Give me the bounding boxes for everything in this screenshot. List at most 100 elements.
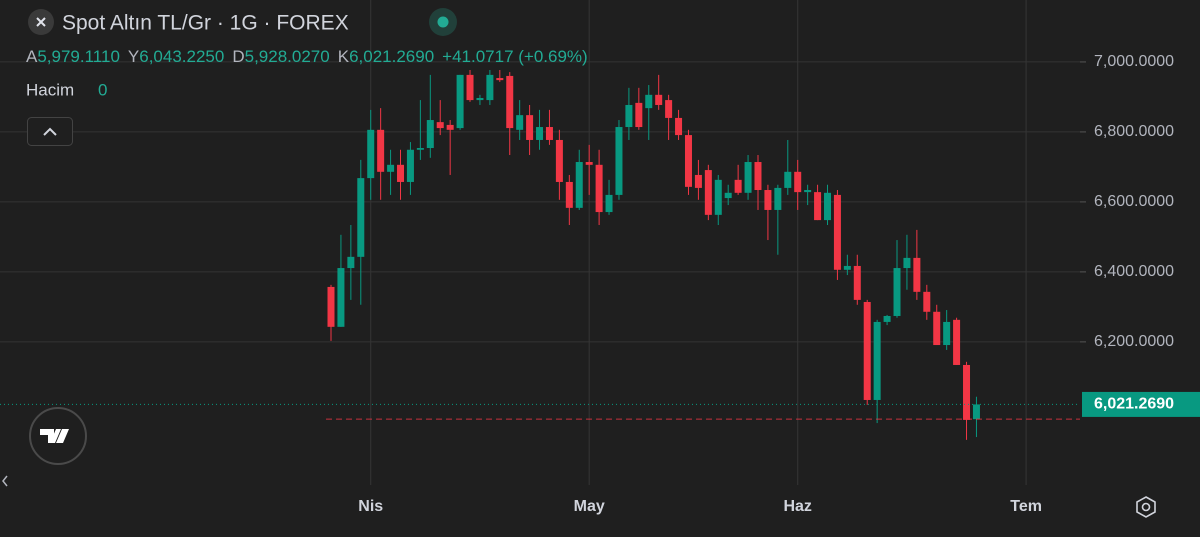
- price-axis: 6,200.0000 6,400.0000 6,600.0000 6,800.0000…: [358, 53, 1200, 515]
- candle-body: [694, 174, 702, 188]
- candle-body: [635, 102, 643, 128]
- legend-value: 5,979.1110: [37, 47, 120, 66]
- candle-body: [536, 127, 544, 140]
- legend-key: A: [26, 47, 38, 66]
- legend-key: K: [338, 47, 350, 66]
- candle-body: [545, 127, 553, 140]
- candle-body: [833, 194, 841, 270]
- candle-body: [794, 171, 802, 193]
- legend-value: 6,021.2690: [349, 47, 434, 66]
- candle-body: [873, 321, 881, 400]
- candle-body: [476, 97, 484, 101]
- legend-value: 6,043.2250: [139, 47, 224, 66]
- last-price-label: 6,021.2690: [1094, 396, 1174, 413]
- legend-value: 5,928.0270: [245, 47, 330, 66]
- candle-body: [675, 117, 683, 136]
- tv-logo-mark: [40, 429, 69, 443]
- candle-body: [903, 257, 911, 269]
- candle-body: [754, 162, 762, 191]
- ohlc-legend: A5,979.1110 Y6,043.2250 D5,928.0270 K6,021.…: [26, 47, 588, 66]
- candle-body: [972, 404, 980, 420]
- collapse-button[interactable]: [27, 117, 73, 146]
- candle-body: [367, 129, 375, 179]
- candle-body: [923, 291, 931, 312]
- candle-body: [585, 162, 593, 165]
- candle-body: [506, 75, 514, 129]
- collapse-icon: [43, 127, 57, 136]
- candle-body: [526, 115, 534, 140]
- candle-body: [764, 190, 772, 210]
- candle-body: [953, 319, 961, 365]
- candle-body: [714, 179, 722, 215]
- x-tick-label: May: [574, 498, 605, 515]
- candle-body: [655, 94, 663, 105]
- candle-body: [426, 120, 434, 149]
- candle-body: [853, 265, 861, 300]
- candle-body: [516, 115, 524, 130]
- candle-body: [327, 286, 335, 327]
- market-status-dot: [437, 16, 449, 28]
- candle-body: [804, 190, 812, 193]
- candle-body: [883, 315, 891, 322]
- candle-body: [337, 268, 345, 327]
- candle-body: [863, 301, 871, 400]
- candle-body: [397, 164, 405, 182]
- candle-body: [665, 100, 673, 118]
- candle-body: [724, 192, 732, 199]
- candle-body: [565, 181, 573, 208]
- candle-body: [416, 148, 424, 150]
- candle-body: [774, 187, 782, 210]
- candle-body: [575, 162, 583, 208]
- candle-body: [377, 129, 385, 172]
- candle-body: [436, 122, 444, 129]
- candle-body: [357, 178, 365, 257]
- plot: [0, 69, 1080, 440]
- candle-body: [824, 192, 831, 221]
- candle-body: [347, 256, 355, 269]
- legend-key: Y: [128, 47, 139, 66]
- candle-body: [625, 104, 633, 128]
- candle-body: [466, 74, 474, 101]
- candle-body: [943, 321, 951, 346]
- candle-body: [784, 171, 792, 188]
- candle-body: [704, 170, 712, 215]
- candle-body: [963, 364, 971, 420]
- candle-body: [893, 268, 901, 316]
- candle-body: [933, 311, 941, 346]
- candle-body: [496, 78, 504, 81]
- candle-body: [555, 139, 563, 182]
- candle-body: [446, 124, 454, 130]
- y-tick-label: 7,000.0000: [1094, 53, 1174, 70]
- candle-body: [387, 164, 395, 172]
- candle-body: [486, 74, 494, 101]
- candle-body: [605, 194, 613, 213]
- candle-body: [913, 257, 921, 292]
- grid: [0, 0, 1080, 485]
- candle-body: [645, 94, 653, 109]
- candle-body: [595, 164, 603, 213]
- scroll-left[interactable]: [2, 475, 8, 487]
- settings-button[interactable]: [1136, 496, 1156, 518]
- legend-key: D: [232, 47, 244, 66]
- y-tick-label: 6,600.0000: [1094, 193, 1174, 210]
- candle-body: [615, 127, 623, 195]
- settings-icon: [1141, 502, 1151, 512]
- close-icon: [36, 17, 46, 27]
- candle-body: [744, 162, 752, 193]
- candle-body: [814, 192, 822, 221]
- x-tick-label: Haz: [783, 498, 811, 515]
- candle-body: [406, 149, 414, 182]
- candle-body: [684, 135, 692, 187]
- x-tick-label: Tem: [1010, 498, 1042, 515]
- candle-body: [734, 179, 742, 193]
- chart-title: Spot Altın TL/Gr · 1G · FOREX: [62, 12, 349, 35]
- y-tick-label: 6,400.0000: [1094, 263, 1174, 280]
- y-tick-label: 6,200.0000: [1094, 333, 1174, 350]
- candle-body: [843, 265, 851, 270]
- candle-body: [456, 74, 464, 129]
- y-tick-label: 6,800.0000: [1094, 123, 1174, 140]
- x-tick-label: Nis: [358, 498, 383, 515]
